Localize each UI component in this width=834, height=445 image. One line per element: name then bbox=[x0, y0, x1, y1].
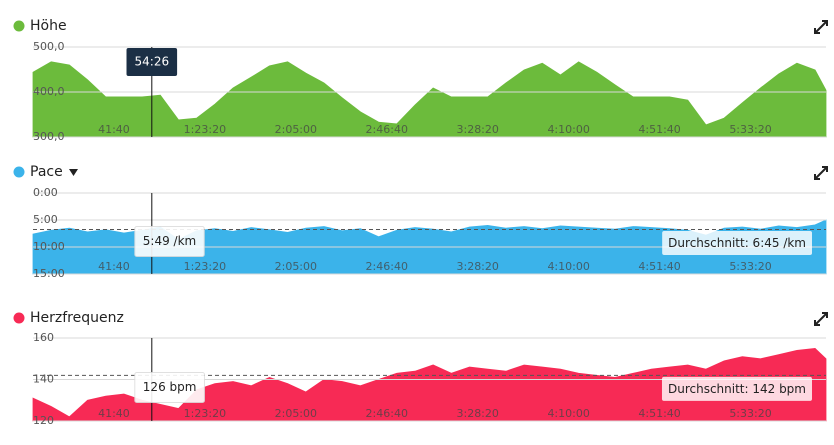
x-tick-label: 5:33:20 bbox=[729, 407, 771, 420]
y-tick-label: 140 bbox=[33, 373, 54, 386]
x-tick-label: 1:23:20 bbox=[184, 407, 226, 420]
y-tick-label: 10:00 bbox=[33, 240, 65, 253]
y-tick-label: 300,0 bbox=[33, 130, 65, 143]
legend-dot bbox=[13, 166, 25, 178]
average-text: Durchschnitt: 6:45 /km bbox=[668, 236, 806, 250]
x-tick-label: 3:28:20 bbox=[456, 123, 498, 136]
x-tick-label: 41:40 bbox=[98, 260, 130, 273]
x-tick-label: 1:23:20 bbox=[184, 123, 226, 136]
average-box bbox=[662, 230, 812, 255]
chart-title: Höhe bbox=[30, 18, 67, 34]
x-tick-label: 2:46:40 bbox=[366, 407, 408, 420]
expand-icon[interactable] bbox=[814, 20, 828, 34]
cursor-label: 54:26 bbox=[126, 48, 178, 76]
x-tick-label: 4:51:40 bbox=[638, 123, 680, 136]
chart-title: Pace bbox=[30, 164, 63, 180]
expand-icon[interactable] bbox=[814, 166, 828, 180]
y-tick-label: 120 bbox=[33, 414, 54, 427]
x-tick-label: 2:05:00 bbox=[275, 407, 317, 420]
area bbox=[32, 347, 827, 422]
x-tick-label: 4:10:00 bbox=[547, 123, 589, 136]
y-tick-label: 400,0 bbox=[33, 85, 65, 98]
average-label: Durchschnitt: 142 bpm bbox=[661, 376, 812, 401]
tooltip-box bbox=[134, 372, 205, 403]
y-tick-label: 15:00 bbox=[33, 267, 65, 280]
tooltip-box bbox=[134, 226, 205, 257]
x-tick-label: 2:05:00 bbox=[275, 123, 317, 136]
x-tick-label: 3:28:20 bbox=[456, 407, 498, 420]
tooltip: 126 bpm bbox=[134, 372, 205, 403]
tooltip: 5:49 /km bbox=[134, 226, 205, 257]
tooltip-text: 126 bpm bbox=[143, 380, 197, 394]
x-tick-label: 3:28:20 bbox=[456, 260, 498, 273]
x-tick-label: 41:40 bbox=[98, 123, 130, 136]
average-label: Durchschnitt: 6:45 /km bbox=[662, 230, 812, 255]
x-tick-label: 2:46:40 bbox=[366, 123, 408, 136]
x-tick-label: 1:23:20 bbox=[184, 260, 226, 273]
y-tick-label: 0:00 bbox=[33, 186, 58, 199]
y-tick-label: 5:00 bbox=[33, 213, 58, 226]
x-tick-label: 4:51:40 bbox=[638, 260, 680, 273]
y-tick-label: 160 bbox=[33, 331, 54, 344]
dropdown-arrow[interactable] bbox=[69, 169, 78, 176]
x-tick-label: 4:10:00 bbox=[547, 407, 589, 420]
x-tick-label: 4:10:00 bbox=[547, 260, 589, 273]
chart-title: Herzfrequenz bbox=[30, 310, 124, 326]
x-tick-label: 5:33:20 bbox=[729, 260, 771, 273]
expand-icon[interactable] bbox=[814, 312, 828, 326]
average-box bbox=[661, 376, 812, 401]
y-tick-label: 500,0 bbox=[33, 40, 65, 53]
legend-dot bbox=[13, 20, 25, 32]
x-tick-label: 5:33:20 bbox=[729, 123, 771, 136]
x-tick-label: 2:46:40 bbox=[366, 260, 408, 273]
x-tick-label: 41:40 bbox=[98, 407, 130, 420]
cursor-text: 54:26 bbox=[135, 55, 170, 69]
tooltip-text: 5:49 /km bbox=[143, 234, 196, 248]
x-tick-label: 4:51:40 bbox=[638, 407, 680, 420]
average-text: Durchschnitt: 142 bpm bbox=[668, 382, 806, 396]
x-tick-label: 2:05:00 bbox=[275, 260, 317, 273]
legend-dot bbox=[13, 312, 25, 324]
cursor-box bbox=[126, 48, 178, 76]
